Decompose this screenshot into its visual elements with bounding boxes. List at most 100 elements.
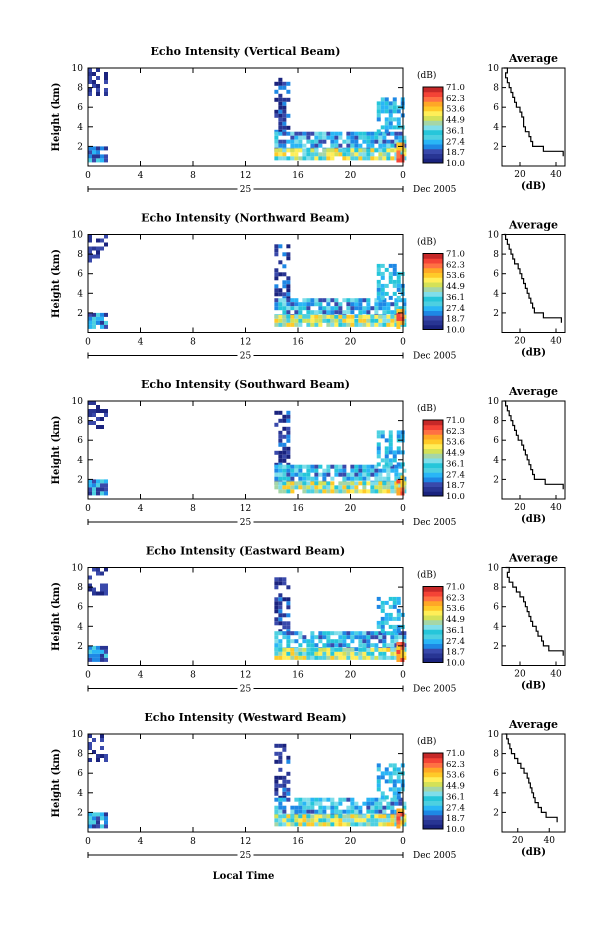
heatmap-cell [342, 472, 347, 477]
heatmap-cell [396, 812, 401, 817]
heatmap-cell [282, 655, 287, 660]
heatmap-cell [290, 139, 295, 144]
heatmap-cell [92, 816, 96, 821]
heatmap-cell [402, 152, 407, 157]
heatmap-cell [282, 805, 287, 810]
heatmap-cell [294, 310, 299, 315]
colorbar-tick-label: 10.0 [446, 159, 465, 169]
heatmap-cell [370, 822, 375, 827]
heatmap-cell [314, 310, 319, 315]
heatmap-cell [282, 454, 287, 459]
heatmap-cell [278, 593, 283, 598]
heatmap-cell [286, 643, 291, 648]
colorbar-unit: (dB) [417, 403, 436, 414]
heatmap-cell [390, 464, 395, 469]
heatmap-cell [396, 657, 401, 662]
x-tick-label: 8 [190, 338, 196, 348]
heatmap-cell [374, 801, 379, 806]
heatmap-cell [390, 485, 395, 490]
heatmap-cell [96, 76, 100, 80]
heatmap-cell [274, 783, 279, 788]
heatmap-cell [306, 135, 311, 140]
heatmap-cell [278, 418, 283, 423]
heatmap-cell [282, 284, 287, 289]
colorbar-swatch [423, 629, 443, 635]
heatmap-cell [96, 483, 100, 488]
heatmap-cell [358, 631, 363, 636]
heatmap-cell [338, 797, 343, 802]
heatmap-cell [314, 464, 319, 469]
heatmap-cell [396, 154, 401, 159]
heatmap-cell [274, 779, 279, 784]
heatmap-cell [358, 298, 363, 303]
heatmap-cell [396, 446, 401, 451]
heatmap-cell [100, 246, 104, 251]
heatmap-cell [330, 643, 335, 648]
heatmap-cell [334, 135, 339, 140]
heatmap-cell [398, 635, 403, 640]
heatmap-cell [100, 645, 104, 650]
heatmap-cell [310, 139, 315, 144]
heatmap-cell [376, 596, 381, 601]
heatmap-cell [380, 271, 385, 276]
heatmap-cell [92, 824, 96, 829]
heatmap-cell [104, 242, 108, 247]
heatmap-cell [88, 250, 92, 255]
colorbar-tick-label: 53.6 [446, 438, 465, 448]
heatmap-cell [394, 310, 399, 315]
heatmap-cell [104, 758, 108, 762]
heatmap-cell [278, 97, 283, 102]
x-tick-label: 8 [190, 171, 196, 181]
heatmap-cell [402, 302, 407, 307]
heatmap-cell [314, 647, 319, 652]
heatmap-cell [322, 314, 327, 319]
heatmap-cell [396, 624, 401, 629]
profile-y-tick-label: 4 [493, 289, 499, 299]
heatmap-cell [302, 135, 307, 140]
heatmap-cell [294, 298, 299, 303]
heatmap-cell [326, 322, 331, 327]
heatmap-cell [302, 481, 307, 486]
heatmap-cell [386, 131, 391, 136]
heatmap-cell [370, 306, 375, 311]
heatmap-cell [274, 135, 279, 140]
heatmap-cell [354, 476, 359, 481]
heatmap-cell [396, 641, 401, 646]
heatmap-cell [306, 814, 311, 819]
heatmap-cell [286, 651, 291, 656]
heatmap-cell [278, 489, 283, 494]
heatmap-cell [398, 464, 403, 469]
colorbar-tick-label: 53.6 [446, 604, 465, 614]
day-label-bg [237, 517, 254, 527]
heatmap-cell [92, 80, 96, 84]
heatmap-cell [326, 152, 331, 157]
heatmap-cell [96, 571, 100, 576]
colorbar-tick-label: 44.9 [446, 782, 465, 792]
heatmap-cell [342, 631, 347, 636]
heatmap-cell [274, 809, 279, 814]
heatmap-cell [366, 635, 371, 640]
heatmap-cell [314, 655, 319, 660]
heatmap-cell [88, 76, 92, 80]
heatmap-cell [302, 797, 307, 802]
heatmap-cell [278, 113, 283, 118]
heatmap-cell [388, 604, 393, 609]
heatmap-cell [338, 322, 343, 327]
heatmap-cell [314, 635, 319, 640]
heatmap-cell [282, 156, 287, 161]
heatmap-cell [286, 81, 291, 86]
heatmap-cell [376, 434, 381, 439]
heatmap-cell [286, 472, 291, 477]
heatmap-cell [100, 312, 104, 317]
heatmap-cell [388, 458, 393, 463]
heatmap-cell [274, 148, 279, 153]
heatmap-cell [294, 647, 299, 652]
colorbar-tick-label: 44.9 [446, 615, 465, 625]
colorbar-swatch [423, 120, 443, 126]
heatmap-cell [100, 487, 104, 492]
colorbar-unit: (dB) [417, 70, 436, 81]
heatmap-cell [396, 275, 401, 280]
heatmap-cell [282, 577, 287, 582]
colorbar-swatch [423, 148, 443, 154]
heatmap-cell [400, 653, 405, 658]
